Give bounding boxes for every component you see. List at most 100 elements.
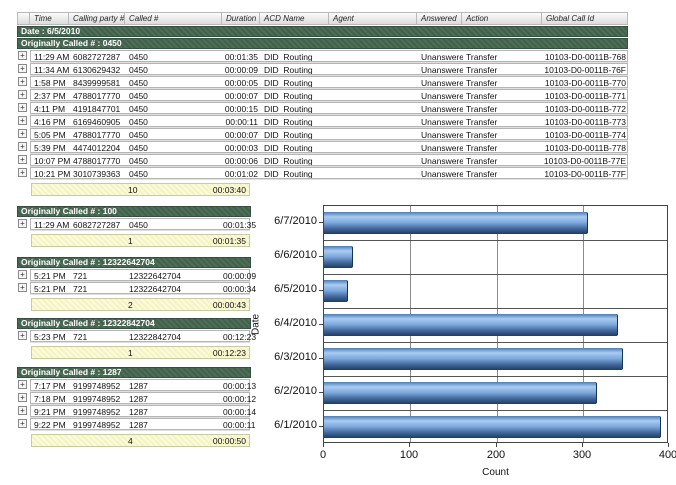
summary-duration: 00:03:40 <box>212 185 246 195</box>
expander-cell: + <box>17 89 30 101</box>
expander-button[interactable]: + <box>18 116 27 125</box>
cell-action: Transfer <box>466 52 498 61</box>
chart-bar <box>324 314 618 336</box>
column-header[interactable]: Global Call Id <box>542 12 628 25</box>
cell-calling: 8439999581 <box>73 78 121 87</box>
cell-duration: 00:00:07 <box>224 91 258 100</box>
date-group-band: Date : 6/5/2010 <box>17 26 628 37</box>
expander-button[interactable]: + <box>18 168 27 177</box>
expander-button[interactable]: + <box>18 103 27 112</box>
band-separator-line <box>324 274 667 275</box>
cell-agent <box>330 168 418 178</box>
cell-acd: DID_Routing <box>264 143 313 152</box>
row-box: 11:29 AM 6082727287 0450 00:01:35 DID_Routin… <box>30 50 628 62</box>
group-section: Originally Called # : 12322842704 +5:23 P… <box>17 318 256 359</box>
expander-button[interactable]: + <box>18 155 27 164</box>
column-header[interactable]: Answered <box>417 12 462 25</box>
expander-button[interactable]: + <box>18 331 27 340</box>
row-box: 4:16 PM 6169460905 0450 00:00:11 DID_Routing… <box>30 115 628 127</box>
y-tick-mark <box>319 324 323 325</box>
row-box: 5:39 PM 4474012204 0450 00:00:03 DID_Routing… <box>30 141 628 153</box>
expander-button[interactable]: + <box>18 90 27 99</box>
cell-agent <box>330 116 418 126</box>
expander-cell: + <box>17 154 30 166</box>
cell-action: Transfer <box>466 91 498 100</box>
cell-action: Transfer <box>466 156 498 165</box>
expander-button[interactable]: + <box>18 77 27 86</box>
cell-duration: 00:00:11 <box>225 117 258 126</box>
cell-called: 1287 <box>129 394 148 403</box>
cell-called: 12322642704 <box>129 284 182 293</box>
column-header[interactable]: Agent <box>329 12 417 25</box>
cell-agent <box>330 103 418 113</box>
table-row: +11:29 AM 6082727287 0450 00:01:35 <box>17 218 256 230</box>
cell-calling: 721 <box>73 271 88 280</box>
cell-called: 0450 <box>129 104 148 113</box>
cell-calling: 4788017770 <box>73 91 121 100</box>
expander-button[interactable]: + <box>18 64 27 73</box>
expander-button[interactable]: + <box>18 270 27 279</box>
expander-button[interactable]: + <box>18 380 27 389</box>
column-header[interactable]: Time <box>30 12 69 25</box>
column-header[interactable]: Called # <box>125 12 222 25</box>
cell-global_id: 10103-D0-0011B-778 <box>544 143 626 152</box>
cell-called: 0450 <box>129 220 148 229</box>
cell-agent <box>330 142 418 152</box>
column-header[interactable]: ACD Name <box>260 12 329 25</box>
cell-time: 11:29 AM <box>34 52 70 61</box>
x-tick-mark <box>323 443 324 447</box>
band-separator-line <box>324 376 667 377</box>
cell-duration: 00:00:13 <box>223 381 257 391</box>
cell-time: 11:29 AM <box>34 220 70 229</box>
cell-calling: 721 <box>73 332 88 341</box>
summary-count: 10 <box>128 185 138 195</box>
summary-duration: 00:00:43 <box>212 300 246 310</box>
summary-count: 4 <box>128 436 133 446</box>
summary-line: 2 00:00:43 <box>17 298 251 311</box>
expander-cell: + <box>17 102 30 114</box>
expander-button[interactable]: + <box>18 406 27 415</box>
expander-button[interactable]: + <box>18 283 27 292</box>
cell-duration: 00:01:35 <box>224 52 258 61</box>
cell-duration: 00:00:34 <box>223 284 257 294</box>
column-header[interactable]: Calling party # <box>69 12 125 25</box>
group-header-band: Originally Called # : 12322842704 <box>17 318 251 329</box>
expander-button[interactable]: + <box>18 129 27 138</box>
cell-global_id: 10103-D0-0011B-772 <box>544 104 626 113</box>
expander-button[interactable]: + <box>18 142 27 151</box>
cell-action: Transfer <box>466 143 498 152</box>
y-tick-mark <box>319 392 323 393</box>
table-row: +2:37 PM 4788017770 0450 00:00:07 DID_Routin… <box>17 89 628 101</box>
expander-button[interactable]: + <box>18 51 27 60</box>
column-header[interactable]: Duration <box>222 12 260 25</box>
cell-calling: 4788017770 <box>73 156 121 165</box>
column-header <box>17 12 30 25</box>
cell-acd: DID_Routing <box>264 65 313 74</box>
cell-time: 5:05 PM <box>34 130 66 139</box>
summary-line: 10 00:03:40 <box>17 183 628 196</box>
table-row: +9:21 PM 9199748952 1287 00:00:14 <box>17 405 256 417</box>
x-tick-mark <box>582 443 583 447</box>
expander-button[interactable]: + <box>18 419 27 428</box>
cell-acd: DID_Routing <box>264 78 313 87</box>
cell-acd: DID_Routing <box>264 130 313 139</box>
row-box: 5:23 PM 721 12322842704 00:12:23 <box>30 330 256 342</box>
expander-button[interactable]: + <box>18 219 27 228</box>
cell-called: 0450 <box>129 78 148 87</box>
cell-time: 10:21 PM <box>34 169 70 178</box>
cell-acd: DID_Routing <box>264 169 313 178</box>
chart-bar <box>324 212 588 234</box>
expander-button[interactable]: + <box>18 393 27 402</box>
cell-time: 5:23 PM <box>34 332 66 341</box>
cell-answered: Unanswered <box>421 169 463 178</box>
expander-cell: + <box>17 128 30 140</box>
x-axis-tick-label: 100 <box>399 449 419 461</box>
cell-called: 0450 <box>129 65 148 74</box>
category-label: 6/2/2010 <box>274 385 317 397</box>
column-header[interactable]: Action <box>462 12 542 25</box>
expander-cell: + <box>17 141 30 153</box>
table-row: +1:58 PM 8439999581 0450 00:00:05 DID_Routin… <box>17 76 628 88</box>
cell-agent <box>330 155 418 165</box>
table-row: +11:29 AM 6082727287 0450 00:01:35 DID_Routi… <box>17 50 628 62</box>
